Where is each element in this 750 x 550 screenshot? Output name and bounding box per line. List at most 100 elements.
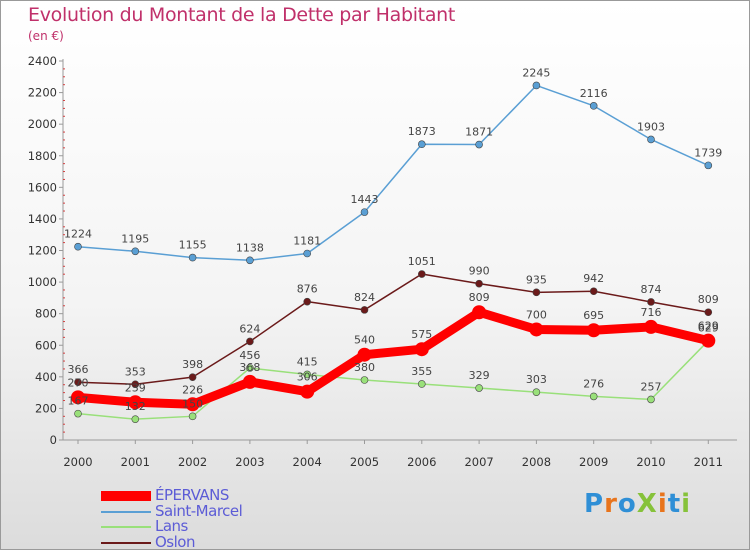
data-label-lans: 629 (698, 322, 719, 335)
data-label-oslon: 398 (182, 358, 203, 371)
data-point-epervans (472, 305, 487, 320)
data-point-lans (589, 392, 598, 401)
data-label-epervans: 270 (68, 376, 89, 389)
data-label-lans: 329 (469, 369, 490, 382)
legend-swatch (101, 541, 151, 544)
data-point-oslon (246, 337, 254, 346)
data-label-lans: 276 (583, 377, 604, 390)
x-tick-label: 2001 (121, 455, 150, 469)
data-label-epervans: 629 (698, 320, 719, 333)
logo-letter: i (657, 489, 668, 519)
data-label-lans: 415 (297, 355, 318, 368)
data-point-epervans (300, 384, 315, 399)
logo-letter: X (636, 489, 658, 519)
data-label-saint-marcel: 2116 (580, 87, 608, 100)
data-point-oslon (188, 373, 197, 381)
x-tick-label: 2000 (63, 455, 92, 469)
legend-item-epervans: ÉPERVANS (101, 486, 341, 504)
data-point-saint-marcel (74, 242, 82, 251)
data-label-epervans: 239 (125, 381, 146, 394)
logo-letter: P (584, 489, 605, 519)
data-point-saint-marcel (131, 247, 140, 256)
y-tick-label: 1600 (28, 180, 57, 194)
legend-swatch (101, 526, 151, 528)
series-oslon (74, 270, 713, 389)
y-tick-label: 600 (35, 338, 57, 352)
chart-title: Evolution du Montant de la Dette par Hab… (28, 4, 456, 26)
x-tick-label: 2007 (464, 455, 493, 469)
data-label-epervans: 809 (469, 291, 490, 304)
x-tick-label: 2002 (178, 455, 207, 469)
x-tick-label: 2011 (694, 455, 723, 469)
data-label-saint-marcel: 1871 (465, 126, 493, 139)
data-point-saint-marcel (303, 249, 312, 258)
y-tick-label: 1400 (28, 212, 57, 226)
data-point-lans (475, 384, 483, 392)
series-epervans (71, 305, 716, 412)
data-label-oslon: 942 (583, 272, 604, 285)
data-label-saint-marcel: 1138 (236, 241, 264, 254)
y-tick-label: 400 (35, 370, 57, 384)
data-point-lans (74, 409, 82, 418)
y-tick-label: 2400 (28, 54, 57, 68)
proxiti-logo: ProXiti (584, 489, 691, 519)
x-tick-label: 2008 (522, 455, 551, 469)
data-label-epervans: 700 (526, 308, 547, 321)
data-label-saint-marcel: 1224 (64, 228, 92, 241)
data-label-lans: 257 (641, 380, 662, 393)
data-label-saint-marcel: 1181 (293, 235, 321, 248)
data-point-epervans (586, 323, 601, 338)
data-point-epervans (185, 397, 200, 412)
data-label-lans: 355 (411, 365, 432, 378)
unit-label: (en €) (28, 29, 64, 43)
series-line-saint-marcel (77, 84, 710, 262)
data-point-oslon (74, 378, 82, 387)
series-saint-marcel (74, 81, 713, 265)
data-point-oslon (532, 288, 541, 297)
series-line-lans (77, 339, 710, 420)
data-point-epervans (357, 347, 372, 362)
data-label-saint-marcel: 1873 (408, 125, 436, 138)
data-label-epervans: 716 (641, 306, 662, 319)
x-tick-label: 2009 (579, 455, 608, 469)
data-label-oslon: 1051 (408, 255, 436, 268)
logo-letter: t (667, 489, 682, 519)
x-tick-label: 2010 (636, 455, 665, 469)
legend-label: Saint-Marcel (155, 501, 243, 520)
data-label-saint-marcel: 1903 (637, 120, 665, 133)
data-point-lans (246, 364, 254, 372)
data-label-oslon: 935 (526, 273, 547, 286)
data-label-oslon: 809 (698, 293, 719, 306)
data-label-oslon: 353 (125, 365, 146, 378)
data-point-epervans (701, 333, 716, 348)
data-label-epervans: 306 (297, 371, 318, 384)
data-point-oslon (647, 298, 655, 306)
data-label-oslon: 990 (469, 265, 490, 278)
data-label-lans: 167 (68, 395, 89, 408)
data-point-lans (303, 370, 312, 379)
legend-item-oslon: Oslon (101, 532, 341, 550)
data-point-oslon (303, 297, 312, 306)
data-label-lans: 456 (239, 349, 260, 362)
y-tick-label: 200 (35, 401, 57, 415)
x-tick-label: 2006 (407, 455, 436, 469)
legend-label: ÉPERVANS (155, 486, 229, 504)
x-tick-label: 2004 (293, 455, 322, 469)
data-point-oslon (475, 279, 483, 288)
y-tick-label: 800 (35, 307, 57, 321)
data-point-oslon (417, 270, 426, 278)
data-label-saint-marcel: 1739 (694, 146, 722, 159)
logo-letter: r (604, 489, 618, 519)
data-point-epervans (128, 395, 143, 410)
data-point-epervans (644, 319, 658, 334)
y-tick-label: 1800 (28, 149, 57, 163)
data-label-saint-marcel: 1195 (121, 232, 149, 245)
data-label-oslon: 366 (68, 363, 89, 376)
legend-label: Oslon (155, 532, 195, 550)
data-point-lans (360, 376, 369, 384)
data-label-oslon: 874 (641, 283, 662, 296)
data-label-epervans: 368 (239, 361, 260, 374)
data-label-lans: 380 (354, 361, 375, 374)
